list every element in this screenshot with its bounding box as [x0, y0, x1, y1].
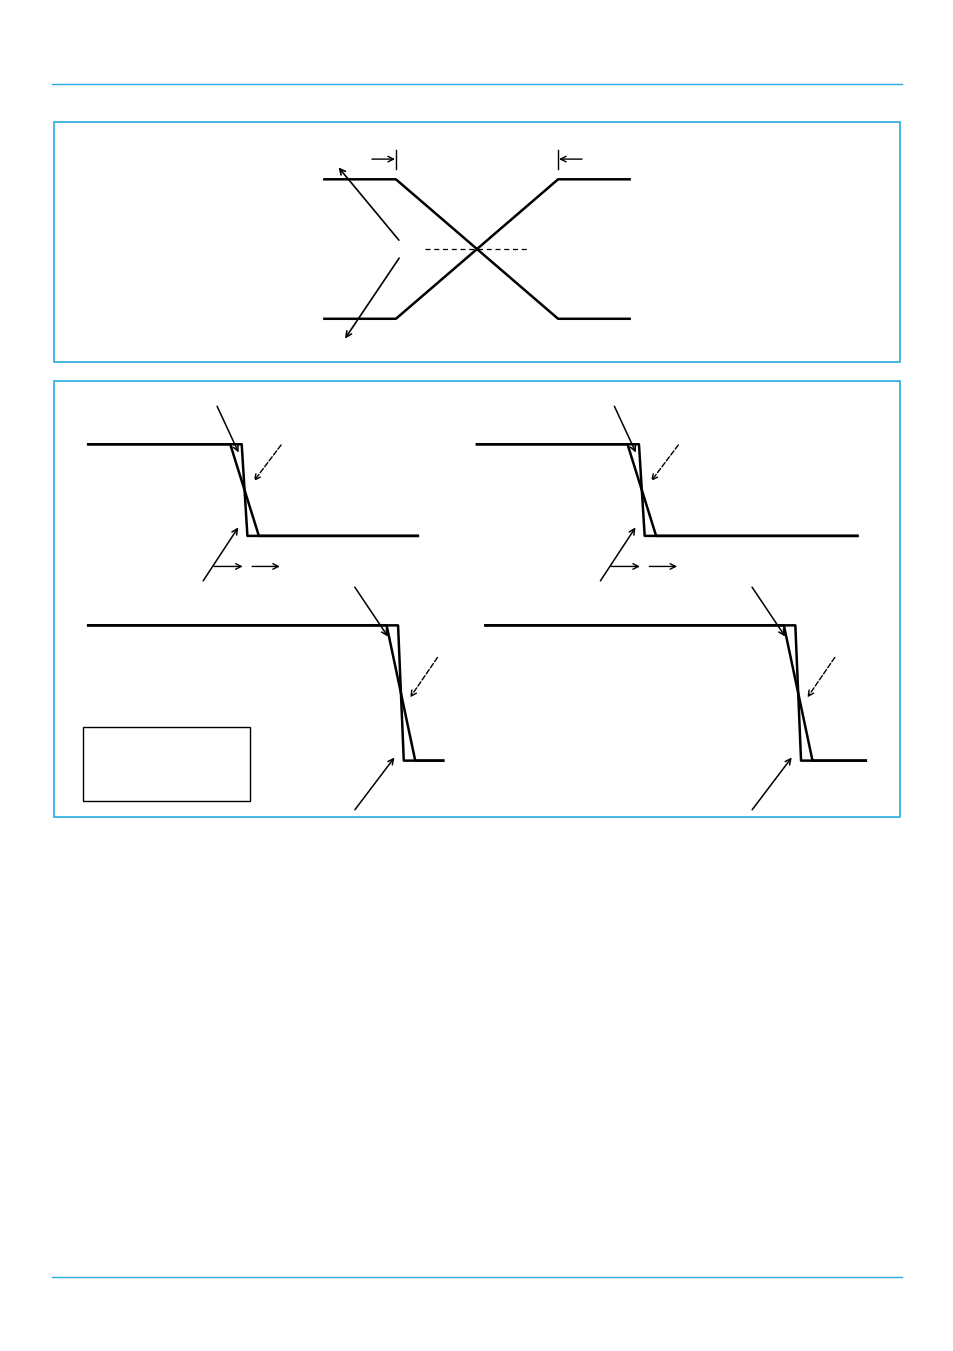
- Bar: [54, 122, 899, 362]
- Bar: [83, 727, 250, 801]
- Bar: [54, 381, 899, 817]
